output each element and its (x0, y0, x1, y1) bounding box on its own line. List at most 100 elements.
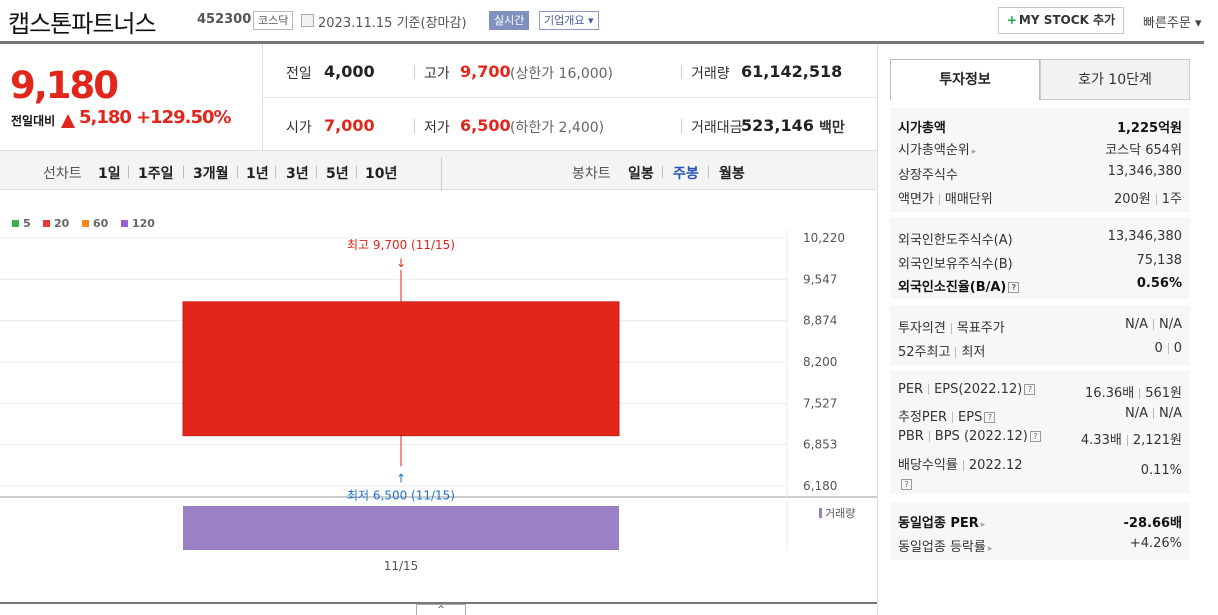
low-annotation: 최저 6,500 (11/15) (347, 488, 455, 502)
chart-period-bar: 선차트 1일 1주일 3개월 1년 3년 5년 10년 봉차트 일봉 주봉 월봉 (0, 150, 877, 191)
period-5y[interactable]: 5년 (326, 166, 349, 182)
high-arrow-icon: ↓ (396, 256, 406, 270)
period-10y[interactable]: 10년 (365, 166, 398, 182)
period-divider (708, 166, 709, 178)
info-group-foreign: 외국인한도주식수(A) 13,346,380 외국인보유주식수(B) 75,13… (890, 217, 1190, 299)
market-cap-rank-link[interactable]: 시가총액순위 ▸ (898, 143, 977, 158)
est-per-values: N/A N/A (1125, 406, 1182, 421)
up-arrow-icon (61, 114, 75, 128)
quick-order-dropdown[interactable]: 빠른주문 ▾ (1143, 16, 1202, 31)
candle-body (182, 301, 620, 437)
legend-ma20: 20 (54, 217, 70, 230)
arrow-right-icon: ▸ (971, 147, 977, 157)
calendar-icon (301, 14, 314, 27)
open-value: 7,000 (324, 116, 375, 135)
legend-swatch-ma20 (43, 220, 50, 227)
market-cap-label: 시가총액 (898, 121, 946, 136)
legend-ma60: 60 (93, 217, 109, 230)
listed-shares-label: 상장주식수 (898, 168, 958, 183)
help-icon[interactable]: ? (1024, 384, 1036, 395)
period-1d[interactable]: 1일 (98, 166, 121, 182)
foreign-limit-value: 13,346,380 (1107, 229, 1182, 244)
high-value: 9,700 (460, 62, 511, 81)
candle-monthly[interactable]: 월봉 (719, 166, 745, 182)
info-group-valuation: PER EPS(2022.12)? 16.36배 561원 추정PER EPS? N/… (890, 371, 1190, 494)
stats-divider (414, 65, 415, 79)
help-icon[interactable]: ? (1008, 282, 1020, 293)
period-divider (275, 166, 276, 178)
candle-weekly[interactable]: 주봉 (673, 166, 699, 182)
candle-chart-svg: 10,220 9,547 8,874 8,200 7,527 6,853 6,180 최고 9… (0, 230, 877, 573)
period-3m[interactable]: 3개월 (193, 166, 229, 182)
amount-label: 거래대금 (691, 120, 743, 136)
stats-divider (681, 65, 682, 79)
per-eps-label: PER EPS(2022.12)? (898, 382, 1036, 397)
current-price: 9,180 (10, 64, 119, 107)
company-summary-dropdown[interactable]: 기업개요 ▾ (539, 11, 599, 30)
candle-daily[interactable]: 일봉 (628, 166, 654, 182)
tab-order-book[interactable]: 호가 10단계 (1040, 59, 1190, 100)
amount-unit: 백만 (819, 120, 845, 136)
y-tick-label: 6,853 (803, 438, 837, 452)
dividend-help: ? (901, 474, 912, 493)
add-my-stock-button[interactable]: + MY STOCK 추가 (998, 7, 1124, 34)
period-group-divider (441, 157, 442, 191)
company-name: 캡스톤파트너스 (8, 10, 157, 38)
high-annotation: 최고 9,700 (11/15) (347, 238, 455, 252)
period-1w[interactable]: 1주일 (138, 166, 174, 182)
chart-bottom-rule (0, 602, 877, 604)
header-divider (0, 41, 1204, 44)
help-icon[interactable]: ? (984, 412, 996, 423)
plus-icon: + (1006, 13, 1017, 27)
y-tick-label: 10,220 (803, 231, 845, 245)
market-badge: 코스닥 (253, 11, 294, 30)
change-label: 전일대비 (11, 114, 56, 128)
listed-shares-value: 13,346,380 (1107, 164, 1182, 179)
foreign-hold-label: 외국인보유주식수(B) (898, 257, 1013, 272)
industry-change-link[interactable]: 동일업종 등락률 ▸ (898, 540, 993, 555)
industry-per-link[interactable]: 동일업종 PER ▸ (898, 516, 986, 531)
help-icon[interactable]: ? (901, 479, 912, 490)
price-chart: 5 20 60 120 10,220 9,547 8,874 8,200 7,527 6,… (0, 190, 877, 610)
legend-swatch-ma120 (121, 220, 128, 227)
volume-label: 거래량 (691, 66, 730, 82)
dividend-label: 배당수익률 2022.12 (898, 458, 1023, 473)
period-divider (128, 166, 129, 178)
period-divider (662, 166, 663, 178)
legend-swatch-ma60 (82, 220, 89, 227)
help-icon[interactable]: ? (1029, 431, 1041, 442)
amount-value: 523,146 (741, 116, 814, 135)
volume-label: 거래량 (825, 507, 855, 520)
period-1y[interactable]: 1년 (246, 166, 269, 182)
price-stats: 전일 4,000 고가 9,700 (상한가 16,000) 거래량 61,14… (263, 44, 877, 150)
info-group-industry: 동일업종 PER ▸ -28.66배 동일업종 등락률 ▸ +4.26% (890, 502, 1190, 560)
collapse-chart-button[interactable]: ^ (416, 604, 466, 615)
y-tick-label: 7,527 (803, 396, 837, 410)
est-per-label: 추정PER EPS? (898, 406, 996, 425)
candle-chart-label: 봉차트 (572, 166, 611, 182)
info-group-market-cap: 시가총액 1,225억원 시가총액순위 ▸ 코스닥 654위 상장주식수 13,3… (890, 108, 1190, 212)
realtime-button[interactable]: 실시간 (489, 11, 530, 30)
y-tick-label: 8,200 (803, 355, 837, 369)
low-label: 저가 (424, 120, 450, 136)
opinion-values: N/A N/A (1125, 317, 1182, 332)
line-chart-label: 선차트 (43, 166, 82, 182)
low-arrow-icon: ↑ (396, 471, 406, 485)
legend-ma5: 5 (23, 217, 31, 230)
arrow-right-icon: ▸ (980, 520, 986, 530)
period-3y[interactable]: 3년 (286, 166, 309, 182)
tab-investment-info[interactable]: 투자정보 (890, 59, 1040, 100)
price-box: 9,180 전일대비 5,180 +129.50% (0, 44, 263, 150)
legend-ma120: 120 (132, 217, 155, 230)
industry-change-value: +4.26% (1129, 536, 1182, 551)
period-divider (316, 166, 317, 178)
volume-legend-swatch (819, 508, 822, 518)
stats-row-divider (263, 97, 877, 98)
face-value-values: 200원 1주 (1113, 192, 1182, 207)
stock-code: 452300 (197, 12, 252, 27)
pbr-bps-label: PBR BPS (2022.12)? (898, 429, 1041, 444)
stats-divider (681, 119, 682, 133)
opinion-label: 투자의견 목표주가 (898, 321, 1005, 336)
per-eps-values: 16.36배 561원 (1085, 386, 1182, 401)
